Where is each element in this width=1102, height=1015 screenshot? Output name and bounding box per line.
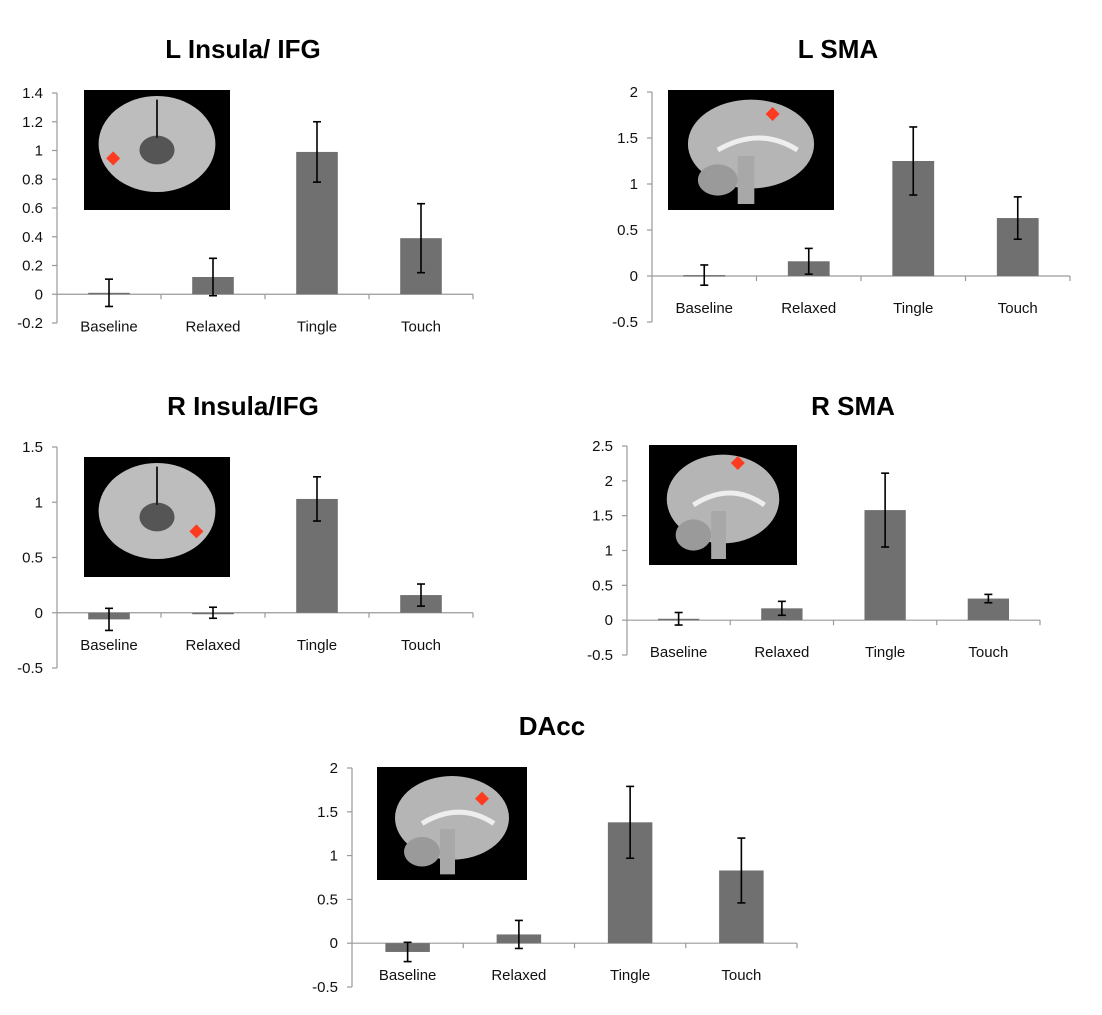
y-tick-label: 1.4 [22,85,43,102]
chart-3: R SMA -0.5 0 0.5 1 1.5 2 2.5 Baseline Relaxed Ting… [587,391,1041,664]
chart-4: DAcc -0.5 0 0.5 1 1.5 2 Baseline Relaxed Tingle To… [312,711,798,996]
roi-marker-icon [730,456,745,470]
x-tick-label: Tingle [297,318,337,335]
x-tick-label: Baseline [650,644,708,661]
bar-touch [967,598,1010,621]
y-tick-label: 0.2 [22,258,43,275]
roi-marker-icon [189,524,204,539]
chart-title: L SMA [798,34,879,64]
y-tick-label: 0 [630,268,638,285]
x-tick-label: Relaxed [754,644,809,661]
y-tick-label: 0.4 [22,229,43,246]
y-tick-label: 2 [330,760,338,777]
chart-0: L Insula/ IFG -0.2 0 0.2 0.4 0.6 0.8 1 1.2 1.4 Bas… [17,34,474,335]
roi-marker-icon [475,791,489,806]
y-tick-label: 2 [605,473,613,490]
x-tick-label: Baseline [379,967,437,984]
x-tick-label: Relaxed [185,637,240,654]
y-tick-label: 1 [630,176,638,193]
chart-title: R SMA [811,391,895,421]
y-tick-label: 1.5 [22,439,43,456]
x-tick-label: Relaxed [781,300,836,317]
chart-title: L Insula/ IFG [165,34,321,64]
brain-inset-image [668,90,834,210]
y-tick-label: -0.5 [17,660,43,677]
brain-inset-image [84,457,230,577]
y-tick-label: 0.5 [592,577,613,594]
x-tick-label: Touch [401,318,441,335]
brain-inset-image [377,767,527,880]
chart-2: R Insula/IFG -0.5 0 0.5 1 1.5 Baseline Relaxed T… [17,391,474,677]
roi-marker-icon [106,151,121,166]
y-tick-label: 0 [330,935,338,952]
y-tick-label: 1 [35,494,43,511]
brain-inset-image [649,445,797,565]
y-tick-label: 1.2 [22,114,43,131]
y-tick-label: 0 [605,612,613,629]
x-tick-label: Baseline [675,300,733,317]
y-tick-label: 2.5 [592,438,613,455]
x-tick-label: Tingle [865,644,905,661]
x-tick-label: Touch [968,644,1008,661]
y-tick-label: 0.5 [317,891,338,908]
y-tick-label: 1 [330,848,338,865]
roi-marker-icon [765,107,780,121]
y-tick-label: 1 [35,143,43,160]
y-tick-label: -0.5 [312,979,338,996]
y-tick-label: 1.5 [317,804,338,821]
y-tick-label: 0.5 [22,550,43,567]
brain-inset-image [84,90,230,210]
y-tick-label: 1 [605,543,613,560]
x-tick-label: Relaxed [185,318,240,335]
y-tick-label: -0.2 [17,315,43,332]
y-tick-label: -0.5 [612,314,638,331]
x-tick-label: Relaxed [491,967,546,984]
x-tick-label: Touch [998,300,1038,317]
x-tick-label: Baseline [80,637,138,654]
x-tick-label: Tingle [297,637,337,654]
chart-1: L SMA -0.5 0 0.5 1 1.5 2 Baseline Relaxed Tingle T… [612,34,1071,331]
x-tick-label: Tingle [893,300,933,317]
x-tick-label: Touch [401,637,441,654]
x-tick-label: Tingle [610,967,650,984]
x-tick-label: Touch [721,967,761,984]
y-tick-label: 2 [630,84,638,101]
y-tick-label: 0.6 [22,200,43,217]
y-tick-label: 0 [35,286,43,303]
y-tick-label: 1.5 [592,508,613,525]
y-tick-label: 0.8 [22,171,43,188]
y-tick-label: -0.5 [587,647,613,664]
y-tick-label: 0.5 [617,222,638,239]
chart-title: R Insula/IFG [167,391,319,421]
x-tick-label: Baseline [80,318,138,335]
y-tick-label: 1.5 [617,130,638,147]
chart-title: DAcc [519,711,585,741]
y-tick-label: 0 [35,605,43,622]
